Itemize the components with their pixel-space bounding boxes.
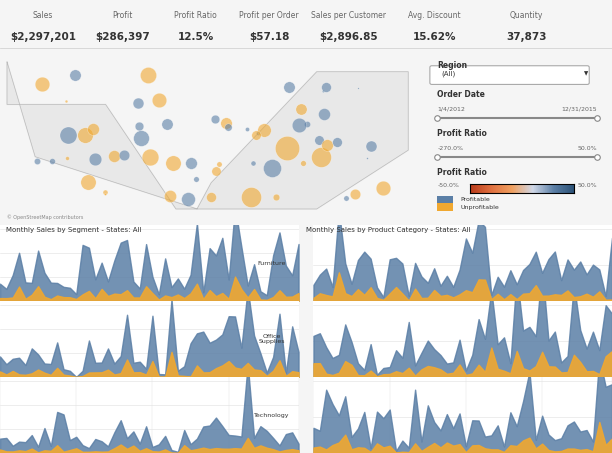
Point — [83, 178, 93, 185]
Text: $2,297,201: $2,297,201 — [10, 32, 76, 42]
Text: Order Date: Order Date — [438, 90, 485, 98]
Text: ▼: ▼ — [584, 71, 588, 76]
Text: Sales per Customer: Sales per Customer — [312, 11, 386, 20]
Point — [206, 194, 215, 201]
Text: -50.0%: -50.0% — [438, 183, 460, 188]
Point — [88, 125, 98, 132]
Point — [353, 84, 363, 92]
Point — [110, 152, 119, 159]
Point — [221, 120, 231, 127]
Point — [100, 190, 110, 197]
Point — [100, 188, 110, 196]
Point — [135, 122, 144, 130]
Text: Technology: Technology — [254, 413, 289, 418]
Text: Profitable: Profitable — [460, 198, 490, 202]
Text: Monthly Sales by Product Category - States: All: Monthly Sales by Product Category - Stat… — [306, 227, 471, 233]
Point — [321, 83, 331, 90]
Text: (All): (All) — [441, 70, 455, 77]
Point — [259, 126, 269, 133]
Point — [285, 84, 294, 91]
Point — [70, 71, 80, 78]
Point — [133, 99, 143, 106]
Point — [378, 185, 387, 192]
Text: Profit per Order: Profit per Order — [239, 11, 299, 20]
Point — [366, 143, 376, 150]
Point — [143, 71, 152, 78]
Text: Office
Supplies: Office Supplies — [258, 333, 285, 344]
FancyBboxPatch shape — [430, 66, 589, 84]
Point — [302, 121, 312, 128]
Point — [341, 194, 351, 201]
Point — [362, 154, 372, 162]
Text: Region: Region — [438, 61, 468, 70]
Text: $57.18: $57.18 — [249, 32, 289, 42]
Text: 37,873: 37,873 — [506, 32, 547, 42]
Text: 50.0%: 50.0% — [577, 145, 597, 150]
Text: Monthly Sales by Segment - States: All: Monthly Sales by Segment - States: All — [6, 227, 141, 233]
Point — [296, 105, 305, 112]
Text: Profit Ratio: Profit Ratio — [174, 11, 217, 20]
Point — [154, 96, 164, 104]
Point — [253, 129, 263, 136]
Point — [282, 144, 291, 151]
Point — [62, 154, 72, 162]
Point — [136, 134, 146, 141]
Text: 12.5%: 12.5% — [177, 32, 214, 42]
Text: Profit Ratio: Profit Ratio — [438, 168, 487, 177]
Text: Unprofitable: Unprofitable — [460, 205, 499, 210]
Text: Furniture: Furniture — [258, 260, 286, 265]
Point — [319, 87, 329, 95]
Point — [80, 132, 90, 139]
Text: © OpenStreetMap contributors: © OpenStreetMap contributors — [7, 214, 83, 220]
Point — [168, 159, 178, 167]
Point — [267, 164, 277, 172]
Text: Quantity: Quantity — [510, 11, 543, 20]
Point — [248, 159, 258, 166]
Text: $2,896.85: $2,896.85 — [319, 32, 378, 42]
Point — [145, 153, 155, 160]
Point — [37, 81, 47, 88]
Point — [183, 196, 193, 203]
Text: -270.0%: -270.0% — [438, 145, 463, 150]
Point — [90, 155, 100, 163]
Point — [272, 193, 282, 201]
Point — [319, 111, 329, 118]
Point — [47, 157, 56, 164]
Point — [314, 137, 324, 144]
Text: Avg. Discount: Avg. Discount — [408, 11, 461, 20]
Polygon shape — [7, 62, 408, 209]
Point — [298, 159, 308, 166]
Point — [246, 193, 256, 200]
Point — [332, 138, 341, 145]
Point — [223, 123, 233, 130]
Bar — [438, 196, 453, 203]
Bar — [438, 203, 453, 211]
Point — [162, 120, 171, 128]
Text: $286,397: $286,397 — [95, 32, 150, 42]
Point — [251, 131, 261, 138]
Text: 50.0%: 50.0% — [577, 183, 597, 188]
Text: 15.62%: 15.62% — [412, 32, 457, 42]
Point — [214, 160, 223, 168]
Point — [165, 192, 175, 199]
Point — [119, 151, 129, 158]
Text: 1/4/2012: 1/4/2012 — [438, 106, 465, 111]
Point — [191, 175, 201, 183]
Point — [186, 159, 196, 167]
Point — [294, 122, 304, 129]
Point — [211, 116, 220, 123]
Point — [242, 125, 252, 132]
Text: 12/31/2015: 12/31/2015 — [561, 106, 597, 111]
Point — [61, 98, 71, 105]
Point — [322, 141, 332, 149]
Point — [32, 158, 42, 165]
Point — [316, 154, 326, 161]
Text: Profit: Profit — [112, 11, 133, 20]
Text: Profit Ratio: Profit Ratio — [438, 129, 487, 138]
Point — [63, 132, 73, 139]
Point — [211, 167, 221, 174]
Text: Sales: Sales — [32, 11, 53, 20]
Point — [350, 190, 360, 198]
